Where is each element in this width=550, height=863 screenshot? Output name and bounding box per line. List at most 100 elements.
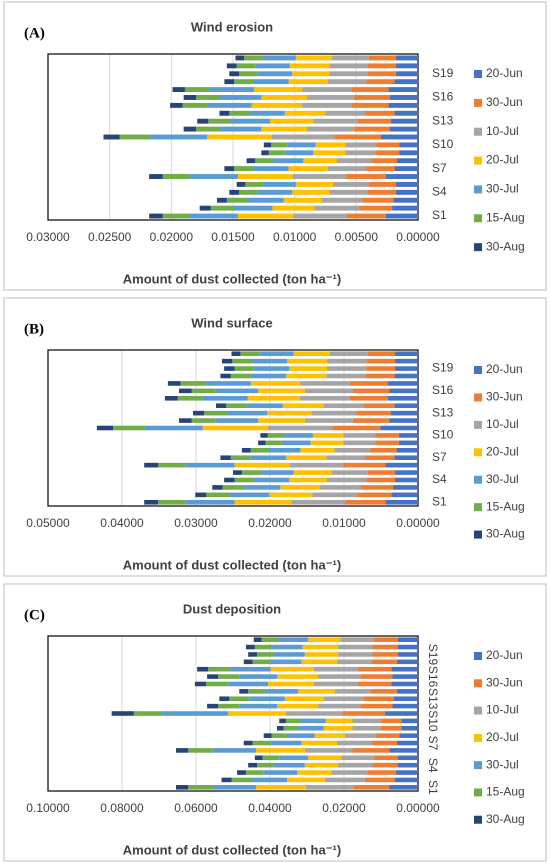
bar-segment (205, 381, 251, 386)
bar-segment (368, 770, 396, 775)
bar-segment (390, 410, 418, 416)
x-tick-label: 0.00000 (396, 516, 440, 530)
bar-segment (372, 644, 399, 650)
bar-segment (385, 499, 418, 505)
bar-segment (251, 358, 288, 364)
x-tick-label: 0.04000 (248, 801, 292, 815)
bar-segment (295, 55, 332, 61)
bar-segment (144, 462, 159, 468)
bar-segment (178, 418, 192, 423)
bar-segment (389, 785, 418, 790)
bar-segment (183, 95, 196, 100)
bar-segment (300, 718, 326, 724)
bar-segment (340, 637, 374, 642)
bar-segment (396, 447, 418, 453)
bar-segment (219, 126, 262, 132)
bar-segment (271, 142, 288, 148)
bar-segment (251, 777, 288, 783)
bar-segment (248, 652, 258, 657)
legend-swatch (474, 679, 482, 688)
bar-segment (398, 433, 418, 438)
bar-segment (395, 351, 418, 357)
bar-segment (289, 477, 327, 483)
legend-label: 20-Jul (486, 444, 519, 458)
y-tick-label: S16 (432, 383, 454, 397)
y-tick-label: S10 (432, 137, 454, 151)
x-axis-label: Amount of dust collected (ton ha⁻¹) (123, 842, 341, 857)
legend-swatch (474, 448, 482, 457)
bar-segment (233, 205, 273, 211)
bar-segment (364, 777, 395, 783)
bar-segment (314, 733, 345, 738)
bar-segment (326, 373, 366, 379)
bar-segment (358, 666, 392, 672)
bar-segment (367, 351, 396, 357)
y-tick-label: S19 (426, 644, 440, 666)
bar-segment (395, 181, 418, 187)
bar-segment (226, 403, 247, 409)
x-tick-label: 0.02000 (322, 801, 366, 815)
bar-segment (228, 681, 269, 687)
bar-segment (395, 770, 418, 775)
bar-segment (336, 740, 372, 746)
bar-segment (269, 492, 313, 498)
bar-segment (391, 492, 418, 498)
bar-segment (324, 403, 364, 409)
bar-segment (188, 785, 213, 790)
bar-segment (395, 366, 418, 371)
bar-segment (299, 381, 350, 386)
bar-segment (259, 351, 294, 357)
bar-segment (395, 63, 418, 69)
bar-segment (202, 425, 268, 431)
bar-segment (287, 142, 316, 148)
bar-segment (364, 110, 395, 116)
bar-segment (241, 447, 251, 453)
bar-segment (304, 762, 339, 768)
bar-segment (224, 366, 235, 371)
bar-segment (286, 373, 327, 379)
legend-label: 30-Jun (486, 95, 523, 109)
bar-segment (245, 644, 255, 650)
bar-segment (389, 95, 418, 100)
bar-segment (251, 102, 303, 108)
bar-segment (334, 447, 370, 453)
bar-segment (254, 644, 272, 650)
bar-segment (312, 492, 358, 498)
y-tick-label: S7 (426, 736, 440, 751)
bar-segment (271, 644, 303, 650)
x-tick-label: 0.02500 (88, 230, 132, 244)
bar-segment (164, 395, 178, 401)
bar-segment (273, 762, 305, 768)
bar-segment (352, 388, 390, 394)
bar-segment (265, 689, 299, 694)
bar-segment (397, 158, 418, 164)
bar-segment (188, 748, 213, 753)
bar-segment (324, 777, 365, 783)
bar-segment (242, 485, 281, 490)
bar-segment (295, 181, 333, 187)
x-tick-label: 0.02000 (150, 230, 194, 244)
bar-segment (344, 462, 386, 468)
bar-segment (388, 102, 418, 108)
x-tick-label: 0.00000 (396, 801, 440, 815)
bar-segment (241, 470, 262, 475)
bar-segment (229, 71, 240, 77)
bar-segment (307, 126, 354, 132)
bar-segment (239, 71, 258, 77)
bar-segment (231, 777, 252, 783)
bar-segment (158, 499, 186, 505)
bar-segment (277, 725, 284, 731)
bar-segment (144, 499, 159, 505)
bar-segment (366, 358, 396, 364)
bar-segment (302, 87, 352, 93)
bar-segment (285, 711, 343, 716)
bar-segment (236, 181, 246, 187)
bar-segment (367, 189, 396, 195)
x-tick-label: 0.02000 (248, 516, 292, 530)
bar-segment (150, 134, 208, 140)
bar-segment (304, 388, 353, 394)
bar-segment (366, 366, 396, 371)
bar-segment (224, 166, 235, 172)
bar-segment (268, 150, 285, 156)
bar-segment (310, 440, 344, 446)
